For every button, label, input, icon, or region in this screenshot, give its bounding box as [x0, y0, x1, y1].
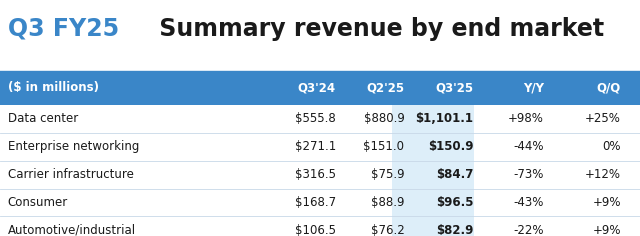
Text: $75.9: $75.9	[371, 168, 404, 181]
Text: Q2'25: Q2'25	[366, 81, 404, 94]
Text: Enterprise networking: Enterprise networking	[8, 140, 139, 153]
Text: $88.9: $88.9	[371, 196, 404, 209]
Text: -44%: -44%	[513, 140, 544, 153]
Text: $880.9: $880.9	[364, 112, 404, 126]
Text: Data center: Data center	[8, 112, 78, 126]
Text: $168.7: $168.7	[295, 196, 336, 209]
Text: -73%: -73%	[514, 168, 544, 181]
Text: Carrier infrastructure: Carrier infrastructure	[8, 168, 134, 181]
Text: +12%: +12%	[585, 168, 621, 181]
Text: $271.1: $271.1	[295, 140, 336, 153]
Bar	[0, 71, 640, 105]
Text: Q3'25: Q3'25	[435, 81, 474, 94]
Text: $316.5: $316.5	[295, 168, 336, 181]
Text: Y/Y: Y/Y	[523, 81, 544, 94]
Text: $151.0: $151.0	[364, 140, 404, 153]
Text: $96.5: $96.5	[436, 196, 474, 209]
Text: Q3'24: Q3'24	[298, 81, 336, 94]
Text: Automotive/industrial: Automotive/industrial	[8, 224, 136, 236]
Text: Summary revenue by end market: Summary revenue by end market	[151, 17, 604, 41]
Text: $106.5: $106.5	[295, 224, 336, 236]
Bar	[392, 71, 474, 105]
Text: Q3 FY25: Q3 FY25	[8, 17, 119, 41]
Text: +9%: +9%	[592, 224, 621, 236]
Text: +25%: +25%	[585, 112, 621, 126]
Text: +9%: +9%	[592, 196, 621, 209]
Text: Q/Q: Q/Q	[596, 81, 621, 94]
Text: ($ in millions): ($ in millions)	[8, 81, 99, 94]
Text: $84.7: $84.7	[436, 168, 474, 181]
Text: $82.9: $82.9	[436, 224, 474, 236]
Text: $150.9: $150.9	[428, 140, 474, 153]
Text: $76.2: $76.2	[371, 224, 404, 236]
Text: 0%: 0%	[602, 140, 621, 153]
Text: +98%: +98%	[508, 112, 544, 126]
Text: $1,101.1: $1,101.1	[415, 112, 474, 126]
Text: -22%: -22%	[513, 224, 544, 236]
Text: -43%: -43%	[514, 196, 544, 209]
Text: $555.8: $555.8	[295, 112, 336, 126]
Bar	[392, 105, 474, 236]
Text: Consumer: Consumer	[8, 196, 68, 209]
